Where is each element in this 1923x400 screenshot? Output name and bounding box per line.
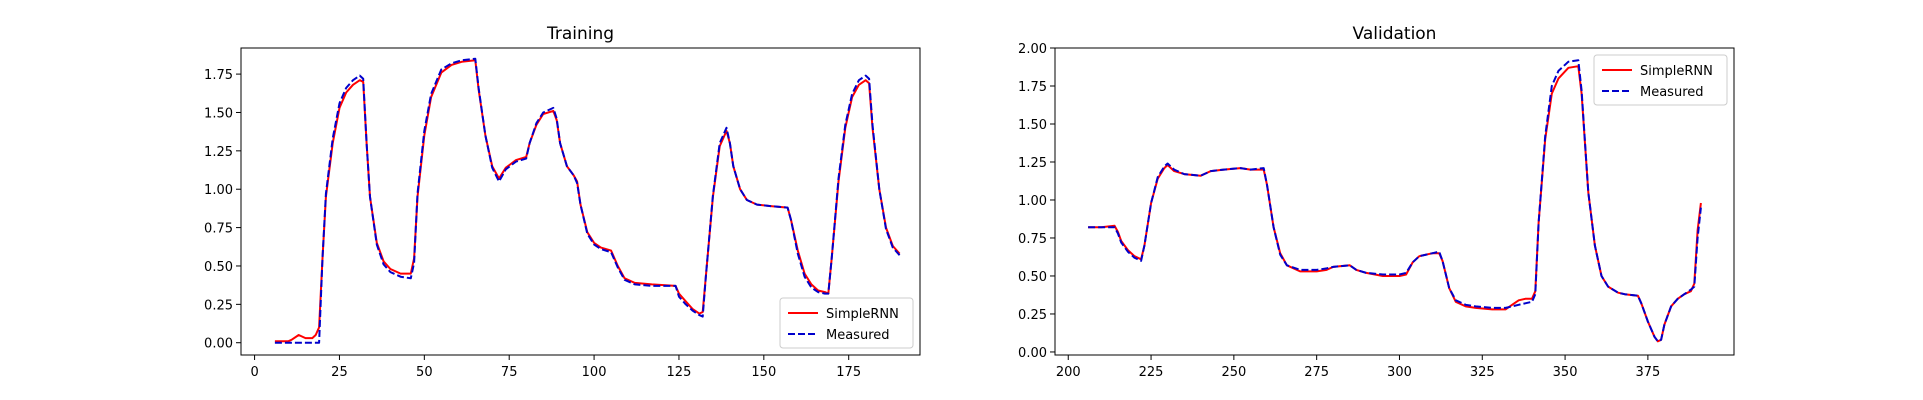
validation-legend-label-simplernn: SimpleRNN <box>1640 64 1713 79</box>
validation-y-tick-label: 0.75 <box>1018 232 1047 247</box>
training-legend-label-simplernn: SimpleRNN <box>826 307 899 322</box>
training-series-measured-line <box>274 57 901 344</box>
training-chart-title: Training <box>546 24 614 44</box>
validation-x-tick-label: 225 <box>1139 365 1164 380</box>
validation-y-tick-label: 1.25 <box>1018 156 1047 171</box>
training-y-tick-label: 0.25 <box>204 298 233 313</box>
validation-y-tick-label: 2.00 <box>1018 42 1047 57</box>
training-y-tick-label: 0.00 <box>204 337 233 352</box>
validation-axes-frame <box>1054 47 1735 356</box>
training-x-tick-label: 150 <box>751 365 776 380</box>
training-y-tick-label: 1.50 <box>204 106 233 121</box>
validation-legend: SimpleRNN Measured <box>1593 54 1728 106</box>
training-legend-box <box>779 297 914 349</box>
training-x-tick-label: 0 <box>250 365 258 380</box>
validation-chart-title: Validation <box>1353 24 1437 44</box>
training-x-tick-label: 100 <box>582 365 607 380</box>
training-y-tick-label: 1.25 <box>204 145 233 160</box>
training-x-tick-label: 25 <box>331 365 348 380</box>
validation-y-tick-label: 0.00 <box>1018 346 1047 361</box>
validation-y-tick-label: 1.75 <box>1018 80 1047 95</box>
validation-x-tick-label: 375 <box>1635 365 1660 380</box>
validation-y-tick-label: 1.00 <box>1018 194 1047 209</box>
training-legend: SimpleRNN Measured <box>779 297 914 349</box>
training-legend-label-measured: Measured <box>826 328 890 343</box>
validation-x-tick-label: 350 <box>1553 365 1578 380</box>
training-y-tick-label: 1.00 <box>204 183 233 198</box>
validation-x-tick-label: 275 <box>1304 365 1329 380</box>
training-y-tick-label: 1.75 <box>204 68 233 83</box>
training-y-tick-label: 0.75 <box>204 222 233 237</box>
validation-chart: Validation 200 225 250 275 300 325 350 375 0.00 0… <box>1018 24 1735 380</box>
validation-legend-box <box>1593 54 1728 106</box>
training-x-tick-label: 175 <box>836 365 861 380</box>
training-axes-frame <box>240 47 921 356</box>
validation-x-tick-label: 250 <box>1221 365 1246 380</box>
training-x-tick-label: 50 <box>416 365 433 380</box>
validation-y-tick-label: 0.50 <box>1018 270 1047 285</box>
training-x-tick-label: 125 <box>667 365 692 380</box>
training-x-tick-label: 75 <box>501 365 518 380</box>
validation-y-tick-label: 1.50 <box>1018 118 1047 133</box>
validation-x-tick-label: 300 <box>1387 365 1412 380</box>
validation-y-tick-label: 0.25 <box>1018 308 1047 323</box>
validation-x-tick-label: 200 <box>1056 365 1081 380</box>
training-chart: Training 0 25 50 75 100 125 150 175 0.00 0.25 0.50… <box>204 24 921 380</box>
training-y-tick-label: 0.50 <box>204 260 233 275</box>
validation-legend-label-measured: Measured <box>1640 85 1704 100</box>
validation-x-tick-label: 325 <box>1470 365 1495 380</box>
validation-series-simplernn-line <box>1088 65 1702 343</box>
training-series-simplernn-line <box>274 59 901 343</box>
validation-series-measured-line <box>1088 59 1702 343</box>
